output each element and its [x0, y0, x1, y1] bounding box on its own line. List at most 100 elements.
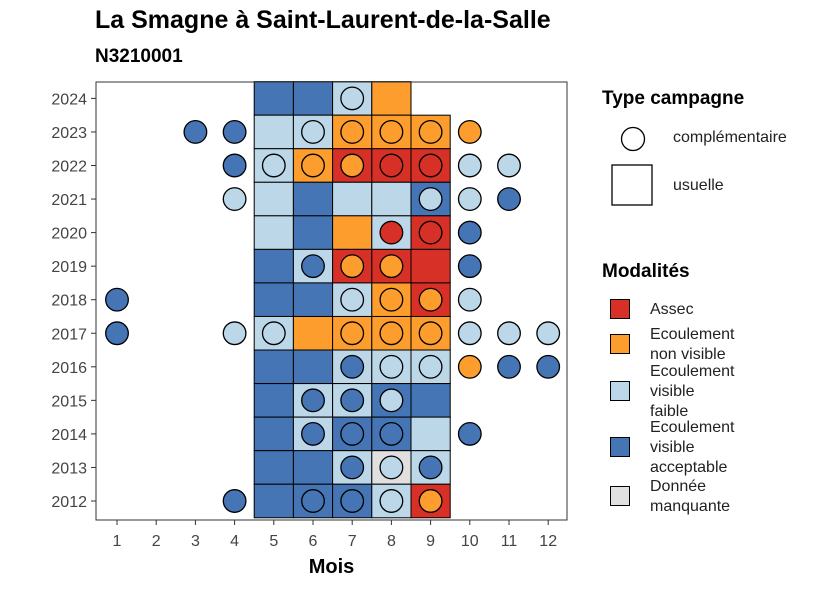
legend-label-line: acceptable: [650, 459, 728, 476]
y-tick-label-2023: 2023: [51, 125, 87, 142]
complementaire-point-2022-9: [418, 153, 443, 178]
usuelle-tile-2012-5: [253, 483, 294, 519]
usuelle-tile-2016-5: [253, 349, 294, 385]
usuelle-tile-2020-6: [292, 215, 334, 250]
x-tick-label-2: 2: [152, 533, 161, 550]
y-tick-label-2024: 2024: [51, 91, 87, 108]
complementaire-point-2022-10: [457, 153, 482, 178]
legend-label-line: faible: [650, 403, 689, 420]
usuelle-tile-2021-5: [253, 181, 294, 217]
y-tick-label-2017: 2017: [51, 326, 87, 343]
legend-label-line: Donnée: [650, 478, 707, 495]
legend-key-ecoulement-visible-acceptable: [610, 437, 630, 457]
complementaire-point-2023-6: [301, 119, 325, 144]
complementaire-point-2018-9: [418, 287, 443, 312]
legend-label-ecoulement-visible-faible: Ecoulement visible faible: [650, 362, 735, 422]
complementaire-point-2018-8: [379, 287, 404, 312]
legend-label-line: manquante: [650, 498, 731, 515]
x-axis-title: Mois: [309, 556, 355, 578]
complementaire-point-2019-6: [301, 254, 325, 279]
legend-usuelle-label: usuelle: [673, 177, 724, 194]
usuelle-tile-2017-6: [292, 315, 334, 351]
legend-key-assec: [610, 299, 630, 319]
complementaire-point-2014-10: [457, 421, 482, 446]
y-tick-label-2012: 2012: [51, 494, 87, 511]
complementaire-point-2016-10: [457, 354, 482, 379]
legend-label-ecoulement-non-visible: Ecoulement non visible: [650, 325, 735, 365]
complementaire-point-2013-8: [379, 455, 404, 480]
legend-label-ecoulement-visible-acceptable: Ecoulement visible acceptable: [650, 418, 735, 478]
complementaire-point-2015-6: [301, 388, 325, 413]
complementaire-point-2020-9: [418, 220, 443, 245]
usuelle-tile-2014-9: [410, 416, 451, 452]
x-tick-label-10: 10: [461, 533, 479, 550]
complementaire-point-2017-4: [222, 321, 247, 346]
complementaire-point-2022-6: [301, 153, 325, 178]
complementaire-point-2017-9: [418, 321, 443, 346]
usuelle-tile-2020-5: [253, 215, 294, 250]
complementaire-point-2023-9: [418, 119, 443, 144]
complementaire-point-2023-8: [379, 119, 404, 144]
legend-label-line: visible: [650, 439, 695, 456]
complementaire-point-2014-6: [301, 421, 325, 446]
y-tick-label-2014: 2014: [51, 427, 87, 444]
complementaire-point-2012-8: [379, 489, 404, 513]
complementaire-point-2020-10: [457, 220, 482, 245]
complementaire-point-2022-5: [261, 153, 286, 178]
complementaire-point-2012-6: [301, 489, 325, 513]
complementaire-point-2017-12: [536, 321, 561, 346]
y-tick-label-2016: 2016: [51, 360, 87, 377]
complementaire-point-2015-8: [379, 388, 404, 413]
complementaire-point-2022-8: [379, 153, 404, 178]
usuelle-tile-2021-7: [332, 181, 373, 217]
x-tick-label-9: 9: [426, 533, 435, 550]
complementaire-point-2019-8: [379, 254, 404, 279]
complementaire-point-2017-10: [457, 321, 482, 346]
complementaire-point-2019-10: [457, 254, 482, 279]
complementaire-point-2023-7: [340, 119, 365, 144]
complementaire-point-2016-12: [536, 354, 561, 379]
complementaire-point-2017-11: [497, 321, 521, 346]
usuelle-tile-2014-5: [253, 416, 294, 452]
legend-key-ecoulement-non-visible: [610, 334, 630, 354]
legend-label-donn-e-manquante: Donnée manquante: [650, 477, 730, 517]
complementaire-point-2019-7: [340, 254, 365, 279]
usuelle-tile-2015-5: [253, 383, 294, 418]
complementaire-point-2016-11: [497, 354, 521, 379]
complementaire-point-2012-7: [340, 489, 365, 513]
legend-label-line: non visible: [650, 346, 726, 363]
plot-border: [95, 81, 568, 521]
x-tick-label-6: 6: [309, 533, 318, 550]
complementaire-point-2012-9: [418, 489, 443, 513]
chart-subtitle: N3210001: [95, 46, 183, 67]
complementaire-point-2017-5: [261, 321, 286, 346]
x-tick-label-8: 8: [387, 533, 396, 550]
y-tick-label-2015: 2015: [51, 393, 87, 410]
chart-title: La Smagne à Saint-Laurent-de-la-Salle: [95, 6, 551, 34]
legend-complementaire-label: complémentaire: [673, 129, 787, 146]
complementaire-point-2023-10: [457, 119, 482, 144]
complementaire-point-2015-7: [340, 388, 365, 413]
y-tick-label-2018: 2018: [51, 293, 87, 310]
x-tick-label-12: 12: [539, 533, 557, 550]
complementaire-point-2014-8: [379, 421, 404, 446]
legend-label-line: Assec: [650, 301, 694, 318]
usuelle-tile-2021-8: [371, 181, 412, 217]
complementaire-point-2022-11: [497, 153, 521, 178]
complementaire-point-2020-8: [379, 220, 404, 245]
legend-label-line: visible: [650, 383, 695, 400]
complementaire-point-2017-8: [379, 321, 404, 346]
complementaire-point-2016-8: [379, 354, 404, 379]
complementaire-point-2023-3: [183, 119, 208, 144]
legend-circle-key: [620, 126, 646, 152]
complementaire-point-2014-7: [340, 421, 365, 446]
usuelle-tile-2018-5: [253, 282, 294, 317]
usuelle-tile-2024-8: [371, 81, 412, 116]
complementaire-point-2022-4: [222, 153, 247, 178]
complementaire-point-2018-7: [340, 287, 365, 312]
complementaire-point-2016-9: [418, 354, 443, 379]
complementaire-point-2021-10: [457, 187, 482, 212]
complementaire-point-2021-9: [418, 187, 443, 212]
usuelle-tile-2021-6: [292, 181, 334, 217]
